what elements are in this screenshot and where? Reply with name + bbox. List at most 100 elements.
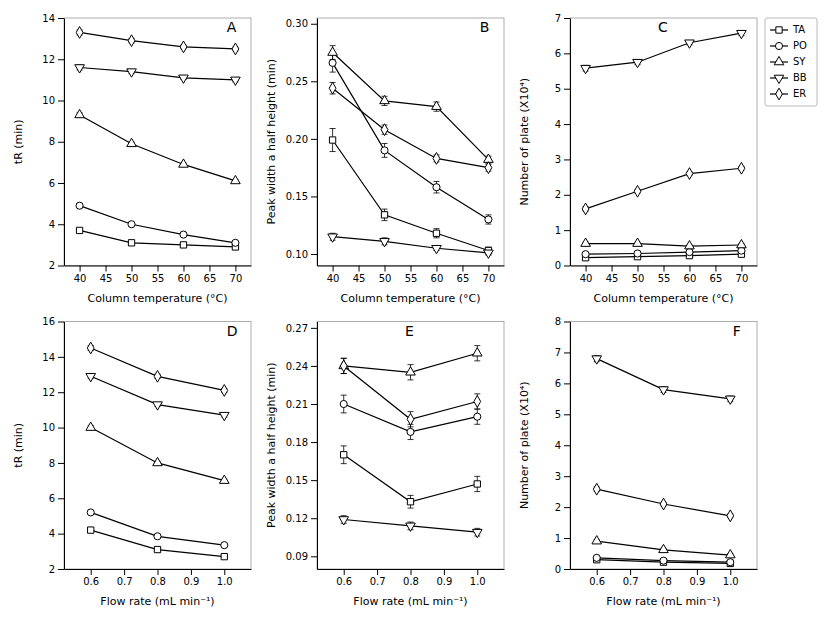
tick-label: 1.0 bbox=[723, 576, 739, 587]
tick-label: 8 bbox=[49, 136, 55, 147]
series bbox=[329, 82, 492, 173]
tick-label: 12 bbox=[42, 54, 55, 65]
point bbox=[339, 517, 349, 525]
tick-mark bbox=[311, 81, 317, 82]
tick-label: 70 bbox=[736, 273, 749, 284]
tick: 0.15 bbox=[286, 475, 317, 486]
plot-area bbox=[328, 46, 493, 259]
legend-marker bbox=[775, 42, 782, 49]
point bbox=[686, 168, 693, 180]
plot-area bbox=[75, 27, 240, 251]
tick: 4 bbox=[49, 528, 64, 539]
error-bar bbox=[474, 476, 480, 491]
error-bar bbox=[408, 495, 414, 508]
point bbox=[219, 412, 229, 420]
tick-mark bbox=[689, 266, 690, 272]
point bbox=[432, 101, 442, 109]
x-axis-title: Flow rate (mL min⁻¹) bbox=[100, 595, 214, 608]
tick-mark bbox=[564, 507, 570, 508]
tick-label: 0.15 bbox=[286, 191, 308, 202]
point bbox=[634, 250, 641, 257]
tick-label: 40 bbox=[74, 273, 87, 284]
tick-label: 60 bbox=[684, 273, 697, 284]
series bbox=[593, 554, 734, 565]
y-axis-line bbox=[570, 19, 571, 267]
point bbox=[76, 227, 82, 233]
tick-mark bbox=[311, 404, 317, 405]
tick-mark bbox=[564, 445, 570, 446]
series-line bbox=[333, 88, 489, 167]
tick-mark bbox=[58, 101, 64, 102]
tick: 6 bbox=[49, 178, 64, 189]
tick: 0.7 bbox=[370, 569, 386, 587]
tick: 8 bbox=[555, 316, 570, 327]
y-axis-line bbox=[317, 19, 318, 267]
series-line bbox=[80, 32, 236, 49]
tick-mark bbox=[311, 518, 317, 519]
tick: 60 bbox=[684, 266, 697, 284]
tick-label: 7 bbox=[555, 347, 561, 358]
tick: 0.8 bbox=[656, 569, 672, 587]
y-axis-line bbox=[317, 322, 318, 570]
point bbox=[328, 47, 338, 55]
point bbox=[76, 202, 83, 209]
legend-frame bbox=[765, 18, 817, 106]
tick-label: 0.09 bbox=[286, 551, 308, 562]
tick-mark bbox=[564, 89, 570, 90]
tick: 0.20 bbox=[286, 134, 317, 145]
tick-label: 55 bbox=[658, 273, 671, 284]
tick-label: 0.12 bbox=[286, 513, 308, 524]
series-line bbox=[80, 206, 236, 243]
tick-mark bbox=[564, 476, 570, 477]
point bbox=[340, 400, 347, 407]
tick-label: 65 bbox=[457, 273, 470, 284]
point bbox=[219, 475, 229, 483]
point bbox=[329, 137, 335, 143]
point bbox=[221, 542, 228, 549]
tick: 70 bbox=[230, 266, 243, 284]
plot-frame bbox=[317, 322, 504, 570]
plot-area bbox=[86, 342, 229, 560]
tick: 12 bbox=[42, 54, 64, 65]
series bbox=[87, 509, 228, 549]
tick: 0.9 bbox=[183, 569, 199, 587]
series-line bbox=[91, 428, 225, 481]
tick-label: 5 bbox=[555, 83, 561, 94]
tick-label: 65 bbox=[710, 273, 723, 284]
tick-label: 50 bbox=[632, 273, 645, 284]
series bbox=[592, 356, 735, 405]
point bbox=[128, 240, 134, 246]
tick: 1.0 bbox=[470, 569, 486, 587]
error-bar bbox=[330, 129, 336, 152]
y-axis-line bbox=[570, 322, 571, 570]
tick-label: 0.9 bbox=[689, 576, 705, 587]
point bbox=[474, 481, 480, 487]
point bbox=[128, 35, 135, 47]
series-line bbox=[80, 115, 236, 181]
tick: 0.27 bbox=[286, 323, 317, 334]
tick-mark bbox=[58, 534, 64, 535]
point bbox=[592, 356, 602, 364]
tick: 0.25 bbox=[286, 76, 317, 87]
point bbox=[582, 203, 589, 215]
legend-entry: BB bbox=[770, 72, 807, 84]
series bbox=[594, 557, 734, 567]
tick-mark bbox=[311, 24, 317, 25]
point bbox=[407, 499, 413, 505]
y-axis: 0.090.120.150.180.210.240.27 bbox=[286, 322, 318, 570]
point bbox=[660, 557, 667, 564]
tick-label: 45 bbox=[100, 273, 113, 284]
point bbox=[633, 59, 643, 67]
tick: 3 bbox=[555, 154, 570, 165]
series bbox=[582, 162, 745, 214]
legend-marker bbox=[776, 88, 783, 100]
tick: 1.0 bbox=[217, 569, 233, 587]
series bbox=[75, 109, 240, 183]
plot-frame bbox=[570, 18, 757, 266]
point bbox=[86, 374, 96, 382]
tick-mark bbox=[564, 538, 570, 539]
series bbox=[76, 227, 238, 250]
point bbox=[432, 245, 442, 253]
panel: 0.60.70.80.91.0246810121416Flow rate (mL… bbox=[12, 316, 252, 608]
panel-label: C bbox=[658, 19, 668, 35]
